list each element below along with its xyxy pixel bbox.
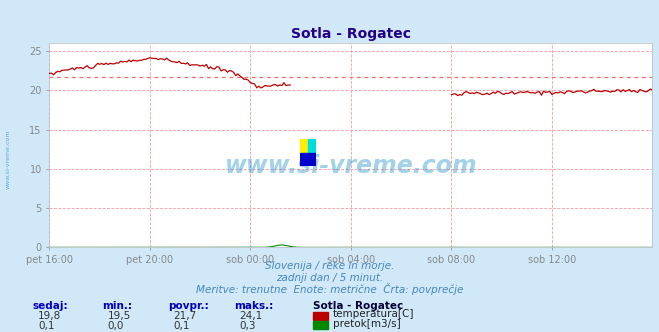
Text: pretok[m3/s]: pretok[m3/s] [333,319,401,329]
Text: zadnji dan / 5 minut.: zadnji dan / 5 minut. [276,273,383,283]
Text: 0,1: 0,1 [38,321,55,331]
Text: 19,5: 19,5 [107,311,130,321]
Text: 0,1: 0,1 [173,321,190,331]
Text: 0,3: 0,3 [239,321,256,331]
Text: 19,8: 19,8 [38,311,61,321]
Text: sedaj:: sedaj: [33,301,69,311]
Bar [300,153,316,166]
Text: www.si-vreme.com: www.si-vreme.com [225,154,477,178]
Text: 21,7: 21,7 [173,311,196,321]
Title: Sotla - Rogatec: Sotla - Rogatec [291,27,411,41]
Text: www.si-vreme.com: www.si-vreme.com [6,129,11,189]
Text: maks.:: maks.: [234,301,273,311]
Bar [300,139,308,153]
Text: Meritve: trenutne  Enote: metrične  Črta: povprečje: Meritve: trenutne Enote: metrične Črta: … [196,283,463,295]
Text: Slovenija / reke in morje.: Slovenija / reke in morje. [265,261,394,271]
Text: 0,0: 0,0 [107,321,124,331]
Text: temperatura[C]: temperatura[C] [333,309,415,319]
Text: 24,1: 24,1 [239,311,262,321]
Text: min.:: min.: [102,301,132,311]
Text: Sotla - Rogatec: Sotla - Rogatec [313,301,403,311]
Text: povpr.:: povpr.: [168,301,209,311]
Bar [308,139,316,153]
